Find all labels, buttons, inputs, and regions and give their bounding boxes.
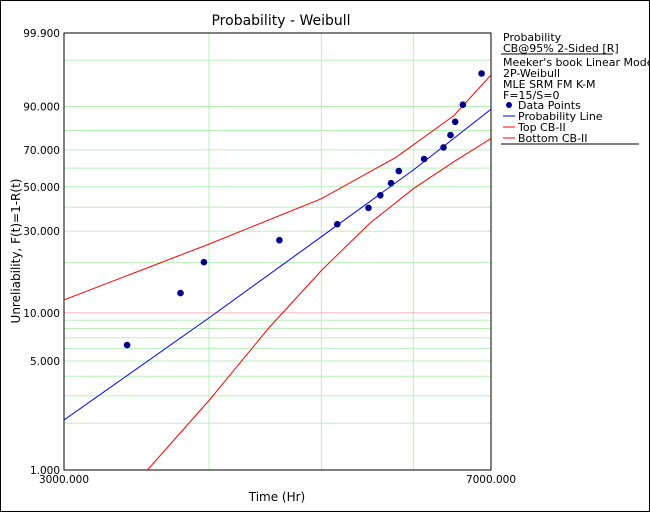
data-point — [459, 101, 467, 108]
y-axis-label: Unreliability, F(t)=1-R(t) — [9, 179, 23, 324]
legend-info-line: 2P-Weibull — [503, 67, 560, 80]
legend-info-line: MLE SRM FM K-M — [503, 78, 596, 91]
legend-info-line: Meeker's book Linear Model — [503, 56, 649, 69]
y-tick-label: 50.000 — [23, 182, 60, 194]
legend-data-points-marker — [506, 102, 512, 108]
data-point — [200, 258, 208, 266]
data-point — [365, 204, 372, 212]
legend-heading: Probability — [503, 31, 562, 44]
y-tick-label: 70.000 — [23, 145, 60, 157]
data-point — [387, 179, 395, 187]
y-tick-label: 1.000 — [30, 465, 60, 477]
legend-info-line: F=15/S=0 — [503, 89, 559, 102]
y-tick-label: 99.900 — [23, 28, 60, 40]
data-point — [420, 155, 428, 163]
series — [64, 70, 491, 470]
data-point — [451, 118, 459, 126]
legend-entry-top-cb: Top CB-II — [517, 121, 566, 134]
x-axis-label: Time (Hr) — [248, 490, 306, 504]
y-tick-label: 90.000 — [23, 101, 60, 113]
data-point — [377, 192, 384, 199]
data-point — [276, 236, 283, 244]
legend-entry-data-points: Data Points — [518, 99, 581, 112]
grid — [64, 33, 491, 470]
data-point — [447, 131, 454, 139]
x-tick-label: 7000.000 — [466, 474, 516, 486]
bottom-cb-ii-series — [147, 138, 491, 470]
x-tick-label: 3000.000 — [39, 474, 89, 486]
x-axis-ticks: 3000.000 7000.000 — [39, 474, 516, 486]
data-point — [478, 70, 485, 77]
data-point — [177, 289, 184, 297]
data-point — [334, 220, 341, 228]
legend-entry-bottom-cb: Bottom CB-II — [518, 132, 588, 145]
legend-entry-probability-line: Probability Line — [518, 110, 603, 123]
y-axis-ticks: 99.900 90.000 70.000 50.000 30.000 10.000 5.00… — [23, 28, 60, 477]
legend: Probability CB@95% 2-Sided [R] Meeker's … — [501, 31, 650, 145]
probability-line-series — [64, 108, 491, 421]
chart-title: Probability - Weibull — [211, 13, 350, 29]
y-tick-label: 30.000 — [23, 226, 60, 238]
y-tick-label: 10.000 — [23, 308, 60, 320]
top-cb-ii-series — [64, 74, 491, 301]
legend-subheading: CB@95% 2-Sided [R] — [503, 42, 619, 55]
plot-area — [63, 32, 492, 471]
data-point — [123, 341, 131, 349]
y-tick-label: 5.000 — [30, 356, 60, 368]
data-point — [440, 144, 447, 151]
data-point — [395, 167, 403, 175]
